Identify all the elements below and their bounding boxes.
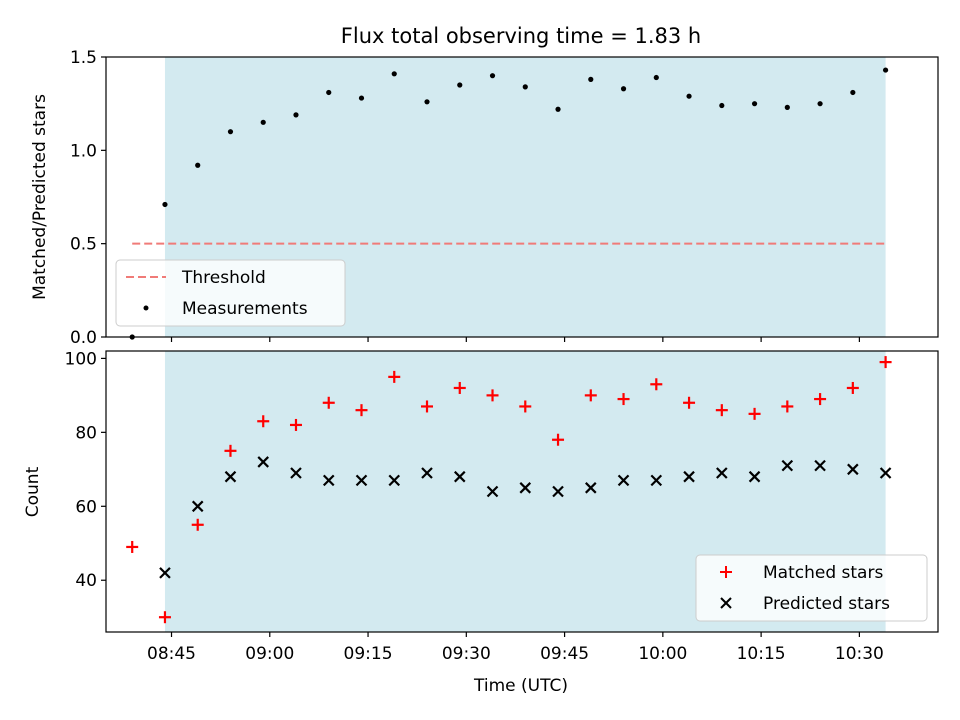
measurement-point bbox=[392, 71, 397, 76]
figure: Flux total observing time = 1.83 h 0.0 0.… bbox=[0, 0, 960, 720]
measurement-point bbox=[359, 95, 364, 100]
measurement-point bbox=[424, 99, 429, 104]
x-tick-label: 10:30 bbox=[835, 644, 884, 664]
measurement-point bbox=[752, 101, 757, 106]
top-y-tick-label: 0.0 bbox=[70, 328, 97, 348]
top-legend: Threshold Measurements bbox=[116, 260, 345, 326]
measurement-point bbox=[785, 105, 790, 110]
measurement-point bbox=[654, 75, 659, 80]
legend-threshold-label: Threshold bbox=[181, 268, 266, 288]
legend-predicted-label: Predicted stars bbox=[763, 594, 890, 614]
measurement-point bbox=[261, 120, 266, 125]
x-axis-label: Time (UTC) bbox=[473, 676, 568, 696]
x-tick-label: 09:00 bbox=[245, 644, 294, 664]
x-tick-label: 09:45 bbox=[540, 644, 589, 664]
measurement-point bbox=[326, 90, 331, 95]
chart-title: Flux total observing time = 1.83 h bbox=[341, 24, 701, 48]
legend-matched-label: Matched stars bbox=[763, 563, 883, 583]
top-y-tick-label: 1.0 bbox=[70, 141, 97, 161]
measurement-point bbox=[588, 77, 593, 82]
bottom-y-axis-label: Count bbox=[23, 466, 43, 517]
measurement-point bbox=[195, 163, 200, 168]
legend-measurements-swatch bbox=[144, 306, 149, 311]
x-tick-label: 10:00 bbox=[638, 644, 687, 664]
measurement-point bbox=[293, 112, 298, 117]
x-tick-label: 09:30 bbox=[442, 644, 491, 664]
x-tick-label: 08:45 bbox=[147, 644, 196, 664]
measurement-point bbox=[457, 82, 462, 87]
measurement-point bbox=[228, 129, 233, 134]
top-y-tick-label: 0.5 bbox=[70, 235, 97, 255]
bottom-y-tick-label: 100 bbox=[65, 349, 97, 369]
measurement-point bbox=[162, 202, 167, 207]
top-y-axis-label: Matched/Predicted stars bbox=[30, 94, 50, 300]
legend-measurements-label: Measurements bbox=[182, 299, 308, 319]
x-tick-label: 09:15 bbox=[344, 644, 393, 664]
bottom-y-tick-label: 60 bbox=[75, 497, 97, 517]
measurement-point bbox=[555, 107, 560, 112]
measurement-point bbox=[719, 103, 724, 108]
bottom-y-tick-label: 80 bbox=[75, 423, 97, 443]
measurement-point bbox=[850, 90, 855, 95]
measurement-point bbox=[490, 73, 495, 78]
measurement-point bbox=[621, 86, 626, 91]
measurement-point bbox=[523, 84, 528, 89]
x-tick-label: 10:15 bbox=[737, 644, 786, 664]
measurement-point bbox=[686, 94, 691, 99]
top-y-tick-label: 1.5 bbox=[70, 48, 97, 68]
measurement-point bbox=[817, 101, 822, 106]
bottom-y-tick-label: 40 bbox=[75, 571, 97, 591]
measurement-point bbox=[883, 67, 888, 72]
bottom-legend: Matched stars Predicted stars bbox=[696, 555, 927, 621]
top-panel: Flux total observing time = 1.83 h 0.0 0.… bbox=[30, 24, 938, 348]
